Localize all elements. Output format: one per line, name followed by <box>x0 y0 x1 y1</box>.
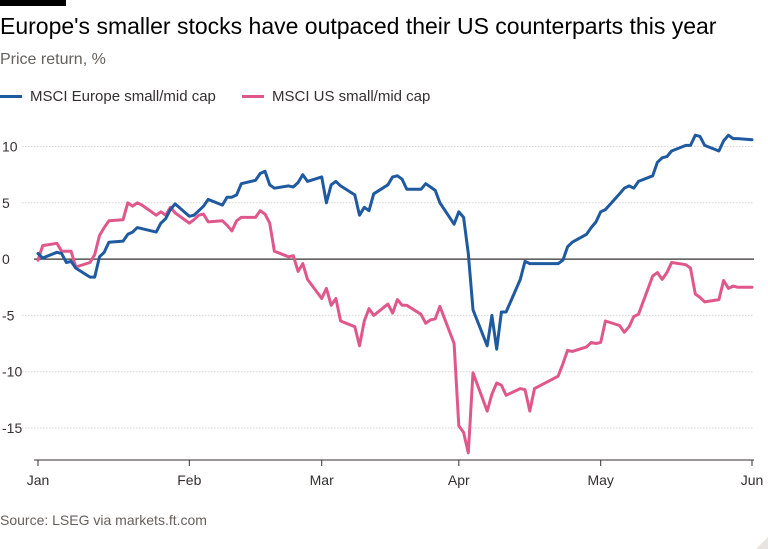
y-tick-label: 5 <box>2 195 10 211</box>
legend-item-europe: MSCI Europe small/mid cap <box>0 86 216 106</box>
x-tick-label: Mar <box>310 472 334 488</box>
y-tick-label: 0 <box>2 251 10 267</box>
legend-label-us: MSCI US small/mid cap <box>272 87 431 105</box>
top-brand-bar <box>0 0 66 6</box>
x-tick-label: Apr <box>448 472 470 488</box>
y-tick-label: 10 <box>2 139 18 155</box>
chart-title: Europe's smaller stocks have outpaced th… <box>0 13 717 39</box>
legend-swatch-us <box>242 94 264 98</box>
series-line-europe <box>36 133 754 351</box>
y-tick-label: -5 <box>2 307 15 323</box>
y-tick-label: -15 <box>2 420 22 436</box>
x-tick-label: Jan <box>27 472 50 488</box>
series-line-us <box>36 201 754 455</box>
y-tick-label: -10 <box>2 364 22 380</box>
x-tick-label: May <box>587 472 613 488</box>
legend-item-us: MSCI US small/mid cap <box>242 86 430 106</box>
legend-label-europe: MSCI Europe small/mid cap <box>30 87 216 105</box>
x-tick-label: Feb <box>177 472 201 488</box>
legend-swatch-europe <box>0 94 22 98</box>
x-tick-label: Jun <box>741 472 764 488</box>
source-note: Source: LSEG via markets.ft.com <box>0 512 207 528</box>
corner-fold-icon <box>756 537 768 549</box>
chart-subtitle: Price return, % <box>0 51 106 68</box>
